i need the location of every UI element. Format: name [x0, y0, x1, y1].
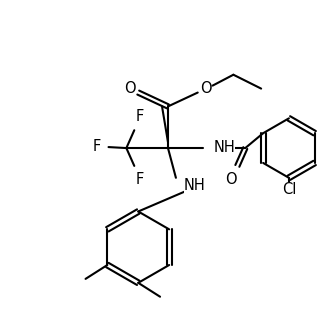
- Text: F: F: [136, 172, 144, 187]
- Text: O: O: [200, 81, 211, 96]
- Text: NH: NH: [184, 178, 206, 193]
- Text: O: O: [226, 172, 237, 187]
- Text: O: O: [124, 81, 136, 96]
- Text: F: F: [136, 109, 144, 124]
- Text: Cl: Cl: [282, 182, 296, 197]
- Text: F: F: [93, 139, 101, 153]
- Text: NH: NH: [213, 140, 235, 155]
